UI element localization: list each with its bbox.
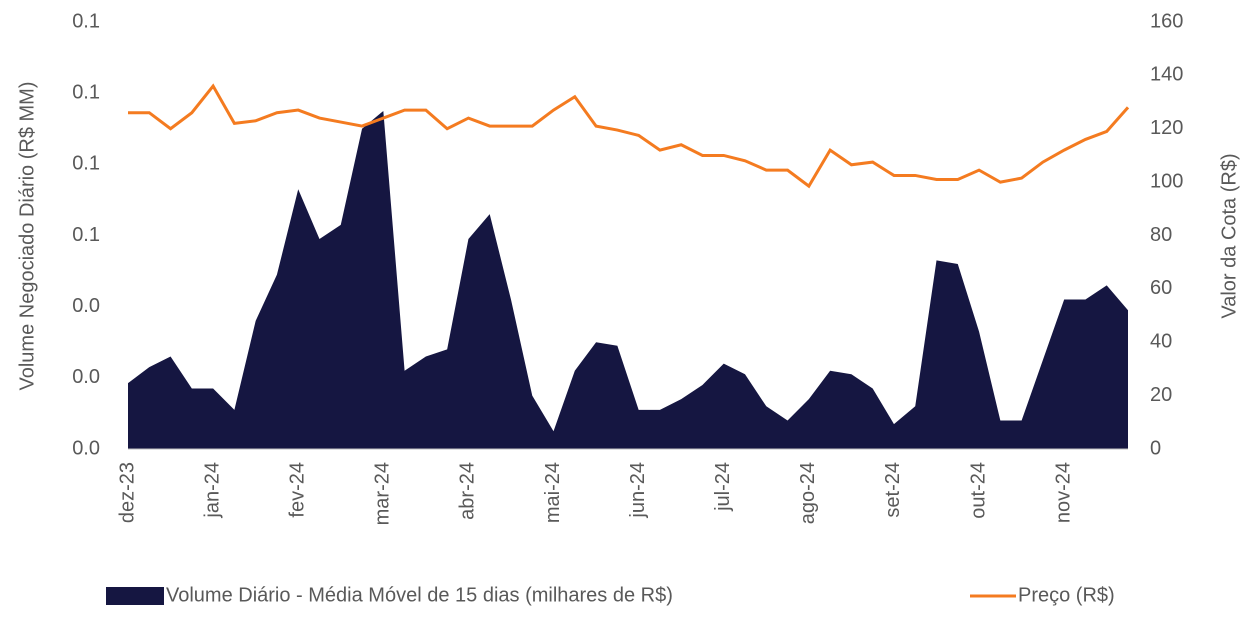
x-tick-label: jan-24 xyxy=(201,462,223,519)
x-tick-label: mai-24 xyxy=(542,462,564,523)
y2-tick-label: 60 xyxy=(1150,277,1172,299)
x-tick-label: jun-24 xyxy=(627,462,649,519)
legend-swatch xyxy=(106,587,164,605)
x-tick-label: nov-24 xyxy=(1052,462,1074,523)
y2-axis-title: Valor da Cota (R$) xyxy=(1218,153,1240,318)
y-tick-label: 0.0 xyxy=(72,437,100,459)
y2-tick-label: 140 xyxy=(1150,64,1183,86)
x-tick-label: set-24 xyxy=(882,462,904,518)
y-tick-label: 0.0 xyxy=(72,366,100,388)
x-tick-label: fev-24 xyxy=(286,462,308,518)
x-tick-label: abr-24 xyxy=(457,462,479,520)
y-tick-label: 0.0 xyxy=(72,295,100,317)
y-tick-label: 0.1 xyxy=(72,81,100,103)
y-axis-title: Volume Negociado Diário (R$ MM) xyxy=(16,81,38,390)
y2-tick-label: 20 xyxy=(1150,384,1172,406)
y2-tick-label: 160 xyxy=(1150,10,1183,32)
y2-tick-label: 0 xyxy=(1150,437,1161,459)
x-tick-label: ago-24 xyxy=(797,462,819,524)
y-tick-label: 0.1 xyxy=(72,10,100,32)
y-tick-label: 0.1 xyxy=(72,153,100,175)
y2-tick-label: 40 xyxy=(1150,331,1172,353)
x-tick-label: mar-24 xyxy=(372,462,394,525)
y2-tick-label: 80 xyxy=(1150,224,1172,246)
y-tick-label: 0.1 xyxy=(72,224,100,246)
x-tick-label: out-24 xyxy=(967,462,989,519)
volume-area xyxy=(128,110,1128,449)
price-line xyxy=(128,83,1130,189)
legend-label: Volume Diário - Média Móvel de 15 dias (… xyxy=(166,584,673,606)
y2-tick-label: 100 xyxy=(1150,170,1183,192)
y2-tick-label: 120 xyxy=(1150,117,1183,139)
x-tick-label: dez-23 xyxy=(116,462,138,523)
x-tick-label: jul-24 xyxy=(712,462,734,512)
legend-label: Preço (R$) xyxy=(1018,584,1115,606)
